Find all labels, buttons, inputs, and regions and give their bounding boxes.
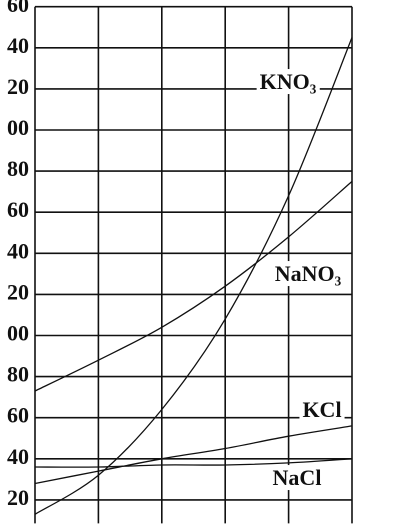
y-tick-label: 60 [7, 197, 29, 222]
series-label-bg [256, 69, 320, 95]
y-tick-label: 20 [7, 279, 29, 304]
y-tick-label: 00 [7, 115, 29, 140]
y-tick-label: 40 [7, 444, 29, 469]
y-tick-label: 60 [7, 0, 29, 17]
series-label: KNO₃ [260, 69, 317, 94]
series-label: NaCl [273, 465, 322, 490]
series-label: KCl [302, 397, 341, 422]
y-tick-label: 40 [7, 33, 29, 58]
y-tick-label: 60 [7, 403, 29, 428]
series-line [34, 425, 353, 485]
series-line [34, 37, 353, 515]
y-tick-label: 40 [7, 238, 29, 263]
y-tick-label: 00 [7, 321, 29, 346]
y-tick-label: 80 [7, 362, 29, 387]
series-label-bg [271, 261, 345, 287]
series-line [34, 180, 353, 392]
series-label-bg [269, 465, 325, 491]
y-tick-label: 20 [7, 485, 29, 510]
series-label-bg [299, 397, 345, 423]
series-label: NaNO₃ [275, 261, 342, 286]
series-line [34, 458, 353, 468]
y-tick-label: 80 [7, 156, 29, 181]
y-tick-label: 20 [7, 74, 29, 99]
